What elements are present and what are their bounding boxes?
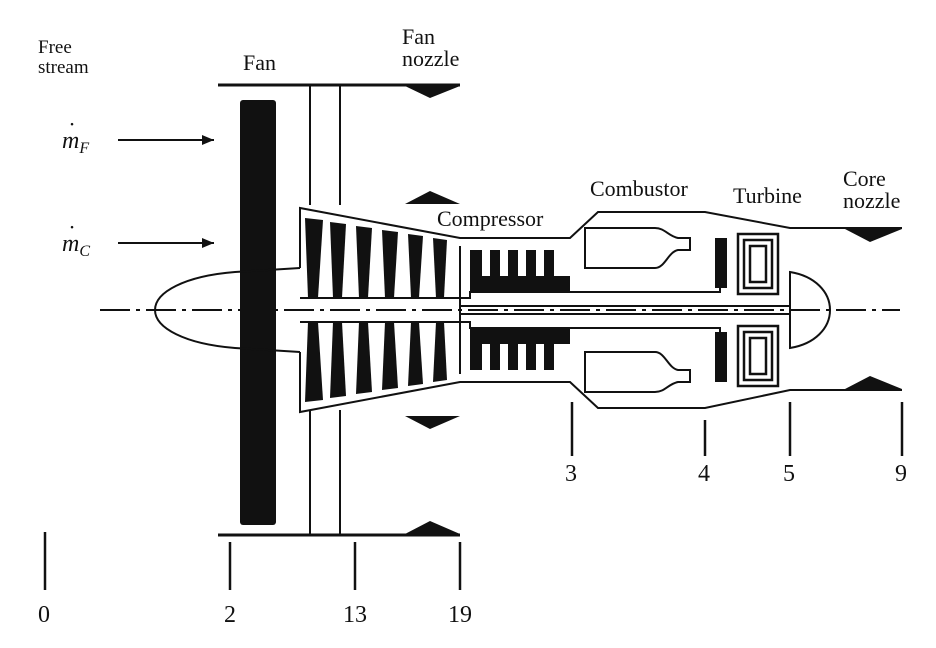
- lp-turbine-bottom: [736, 324, 780, 388]
- combustor-can-bottom: [584, 351, 691, 393]
- combustor-can-top: [584, 227, 691, 269]
- splitter-lip-bottom: [405, 416, 460, 429]
- lp-compressor-blades-top: [305, 218, 447, 298]
- station-label-2: 2: [224, 602, 236, 628]
- turbine-label: Turbine: [733, 183, 802, 208]
- compressor-label: Compressor: [437, 206, 544, 231]
- core-wall-top: [299, 206, 902, 268]
- lp-compressor-blades-bottom: [305, 322, 447, 402]
- fan-nozzle-label: Fan nozzle: [402, 24, 460, 71]
- spinner: [153, 267, 301, 353]
- hp-turbine-bottom: [715, 332, 727, 382]
- core-wall-bottom: [299, 352, 902, 414]
- core-mass-flow-symbol: m: [62, 231, 80, 257]
- fan-label: Fan: [243, 50, 276, 75]
- fan-mass-flow-subscript: F: [79, 140, 90, 157]
- lp-turbine-top: [736, 232, 780, 296]
- core-nozzle-lip-top: [845, 229, 902, 242]
- hp-compressor-top: [470, 250, 570, 292]
- core-nozzle-label: Core nozzle: [843, 166, 901, 213]
- exhaust-cone: [789, 270, 832, 350]
- hp-compressor-bottom: [470, 328, 570, 370]
- core-nozzle-lip-bottom: [845, 376, 902, 389]
- station-label-4: 4: [698, 461, 710, 487]
- fan-blade: [240, 100, 276, 525]
- hp-turbine-top: [715, 238, 727, 288]
- fan-mass-flow-symbol: m: [62, 128, 80, 154]
- splitter-lip-top: [405, 191, 460, 204]
- core-mass-flow-subscript: C: [79, 243, 91, 260]
- station-label-5: 5: [783, 461, 795, 487]
- fan-nozzle-lip-top: [405, 86, 460, 98]
- fan-nozzle-lip-bottom: [405, 521, 460, 534]
- station-label-0: 0: [38, 602, 50, 628]
- fan-mass-flow-label: m ˙ F: [62, 119, 90, 157]
- station-label-3: 3: [565, 461, 577, 487]
- combustor-label: Combustor: [590, 176, 688, 201]
- station-label-13: 13: [343, 602, 367, 628]
- station-label-19: 19: [448, 602, 472, 628]
- station-label-9: 9: [895, 461, 907, 487]
- free-stream-label: Free stream: [38, 37, 89, 78]
- core-mass-flow-label: m ˙ C: [62, 222, 91, 260]
